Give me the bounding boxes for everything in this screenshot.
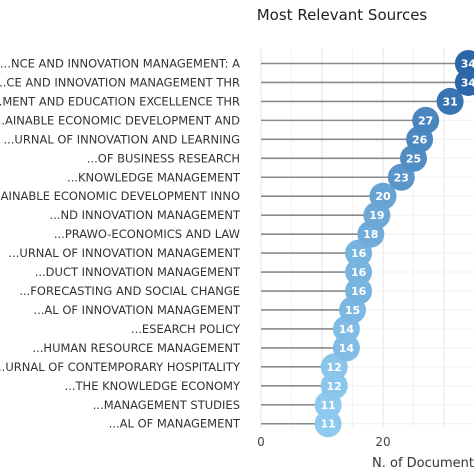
- data-label: 12: [327, 361, 342, 374]
- y-tick-label: ...URNAL OF CONTEMPORARY HOSPITALITY: [0, 360, 241, 374]
- data-label: 14: [339, 342, 355, 355]
- y-tick-label: ...OF BUSINESS RESEARCH: [87, 151, 240, 165]
- y-tick-label: ...AINABLE ECONOMIC DEVELOPMENT AND: [0, 113, 240, 127]
- lollipop-point: [412, 106, 440, 134]
- y-tick-label: ...AINABLE ECONOMIC DEVELOPMENT INNO: [0, 189, 240, 203]
- data-label: 26: [412, 133, 428, 146]
- lollipop-point: [369, 182, 397, 210]
- y-tick-label: ...THE KNOWLEDGE ECONOMY: [65, 379, 241, 393]
- data-label: 16: [351, 247, 367, 260]
- data-label: 23: [394, 171, 409, 184]
- data-label: 20: [375, 190, 391, 203]
- y-tick-label: ...MANAGEMENT STUDIES: [93, 398, 240, 412]
- y-tick-label: ...PRAWO-ECONOMICS AND LAW: [54, 227, 240, 241]
- y-tick-label: ...ESEARCH POLICY: [131, 322, 241, 336]
- x-tick-label: 0: [257, 435, 265, 449]
- lollipop-point: [436, 87, 464, 115]
- data-label: 11: [320, 418, 335, 431]
- data-label: 34: [461, 58, 474, 71]
- y-tick-label: ...NCE AND INNOVATION MANAGEMENT: A: [0, 57, 240, 71]
- data-label: 34: [461, 76, 474, 89]
- y-tick-label: ...ND INNOVATION MANAGEMENT: [50, 208, 241, 222]
- x-axis-label: N. of Documents: [372, 456, 474, 471]
- data-label: 11: [320, 399, 335, 412]
- data-label: 27: [418, 114, 433, 127]
- y-tick-label: ...KNOWLEDGE MANAGEMENT: [67, 170, 241, 184]
- data-label: 16: [351, 266, 367, 279]
- lollipop-point: [454, 50, 474, 77]
- y-tick-label: ...HUMAN RESOURCE MANAGEMENT: [32, 341, 240, 355]
- x-tick-label: 20: [375, 435, 390, 449]
- data-label: 25: [406, 152, 421, 165]
- data-label: 18: [363, 228, 378, 241]
- data-label: 16: [351, 285, 367, 298]
- y-tick-label: ...URNAL OF INNOVATION MANAGEMENT: [8, 246, 241, 260]
- lollipop-point: [314, 410, 342, 438]
- y-tick-label: ...FORECASTING AND SOCIAL CHANGE: [19, 284, 240, 298]
- chart-title: Most Relevant Sources: [256, 6, 428, 24]
- lollipop-point: [320, 372, 348, 400]
- data-label: 14: [339, 323, 355, 336]
- data-label: 12: [327, 380, 342, 393]
- data-label: 19: [369, 209, 384, 222]
- lollipop-point: [345, 258, 373, 286]
- y-tick-label: ...CE AND INNOVATION MANAGEMENT THR: [0, 75, 240, 89]
- y-tick-label: ...AL OF INNOVATION MANAGEMENT: [33, 303, 241, 317]
- lollipop-point: [332, 334, 360, 362]
- data-label: 31: [442, 95, 457, 108]
- y-tick-label: ...AL OF MANAGEMENT: [109, 417, 241, 431]
- y-tick-label: ...DUCT INNOVATION MANAGEMENT: [35, 265, 241, 279]
- y-tick-label: ...MENT AND EDUCATION EXCELLENCE THR: [0, 94, 240, 108]
- y-tick-label: ...URNAL OF INNOVATION AND LEARNING: [3, 132, 240, 146]
- lollipop-point: [345, 277, 373, 305]
- data-label: 15: [345, 304, 360, 317]
